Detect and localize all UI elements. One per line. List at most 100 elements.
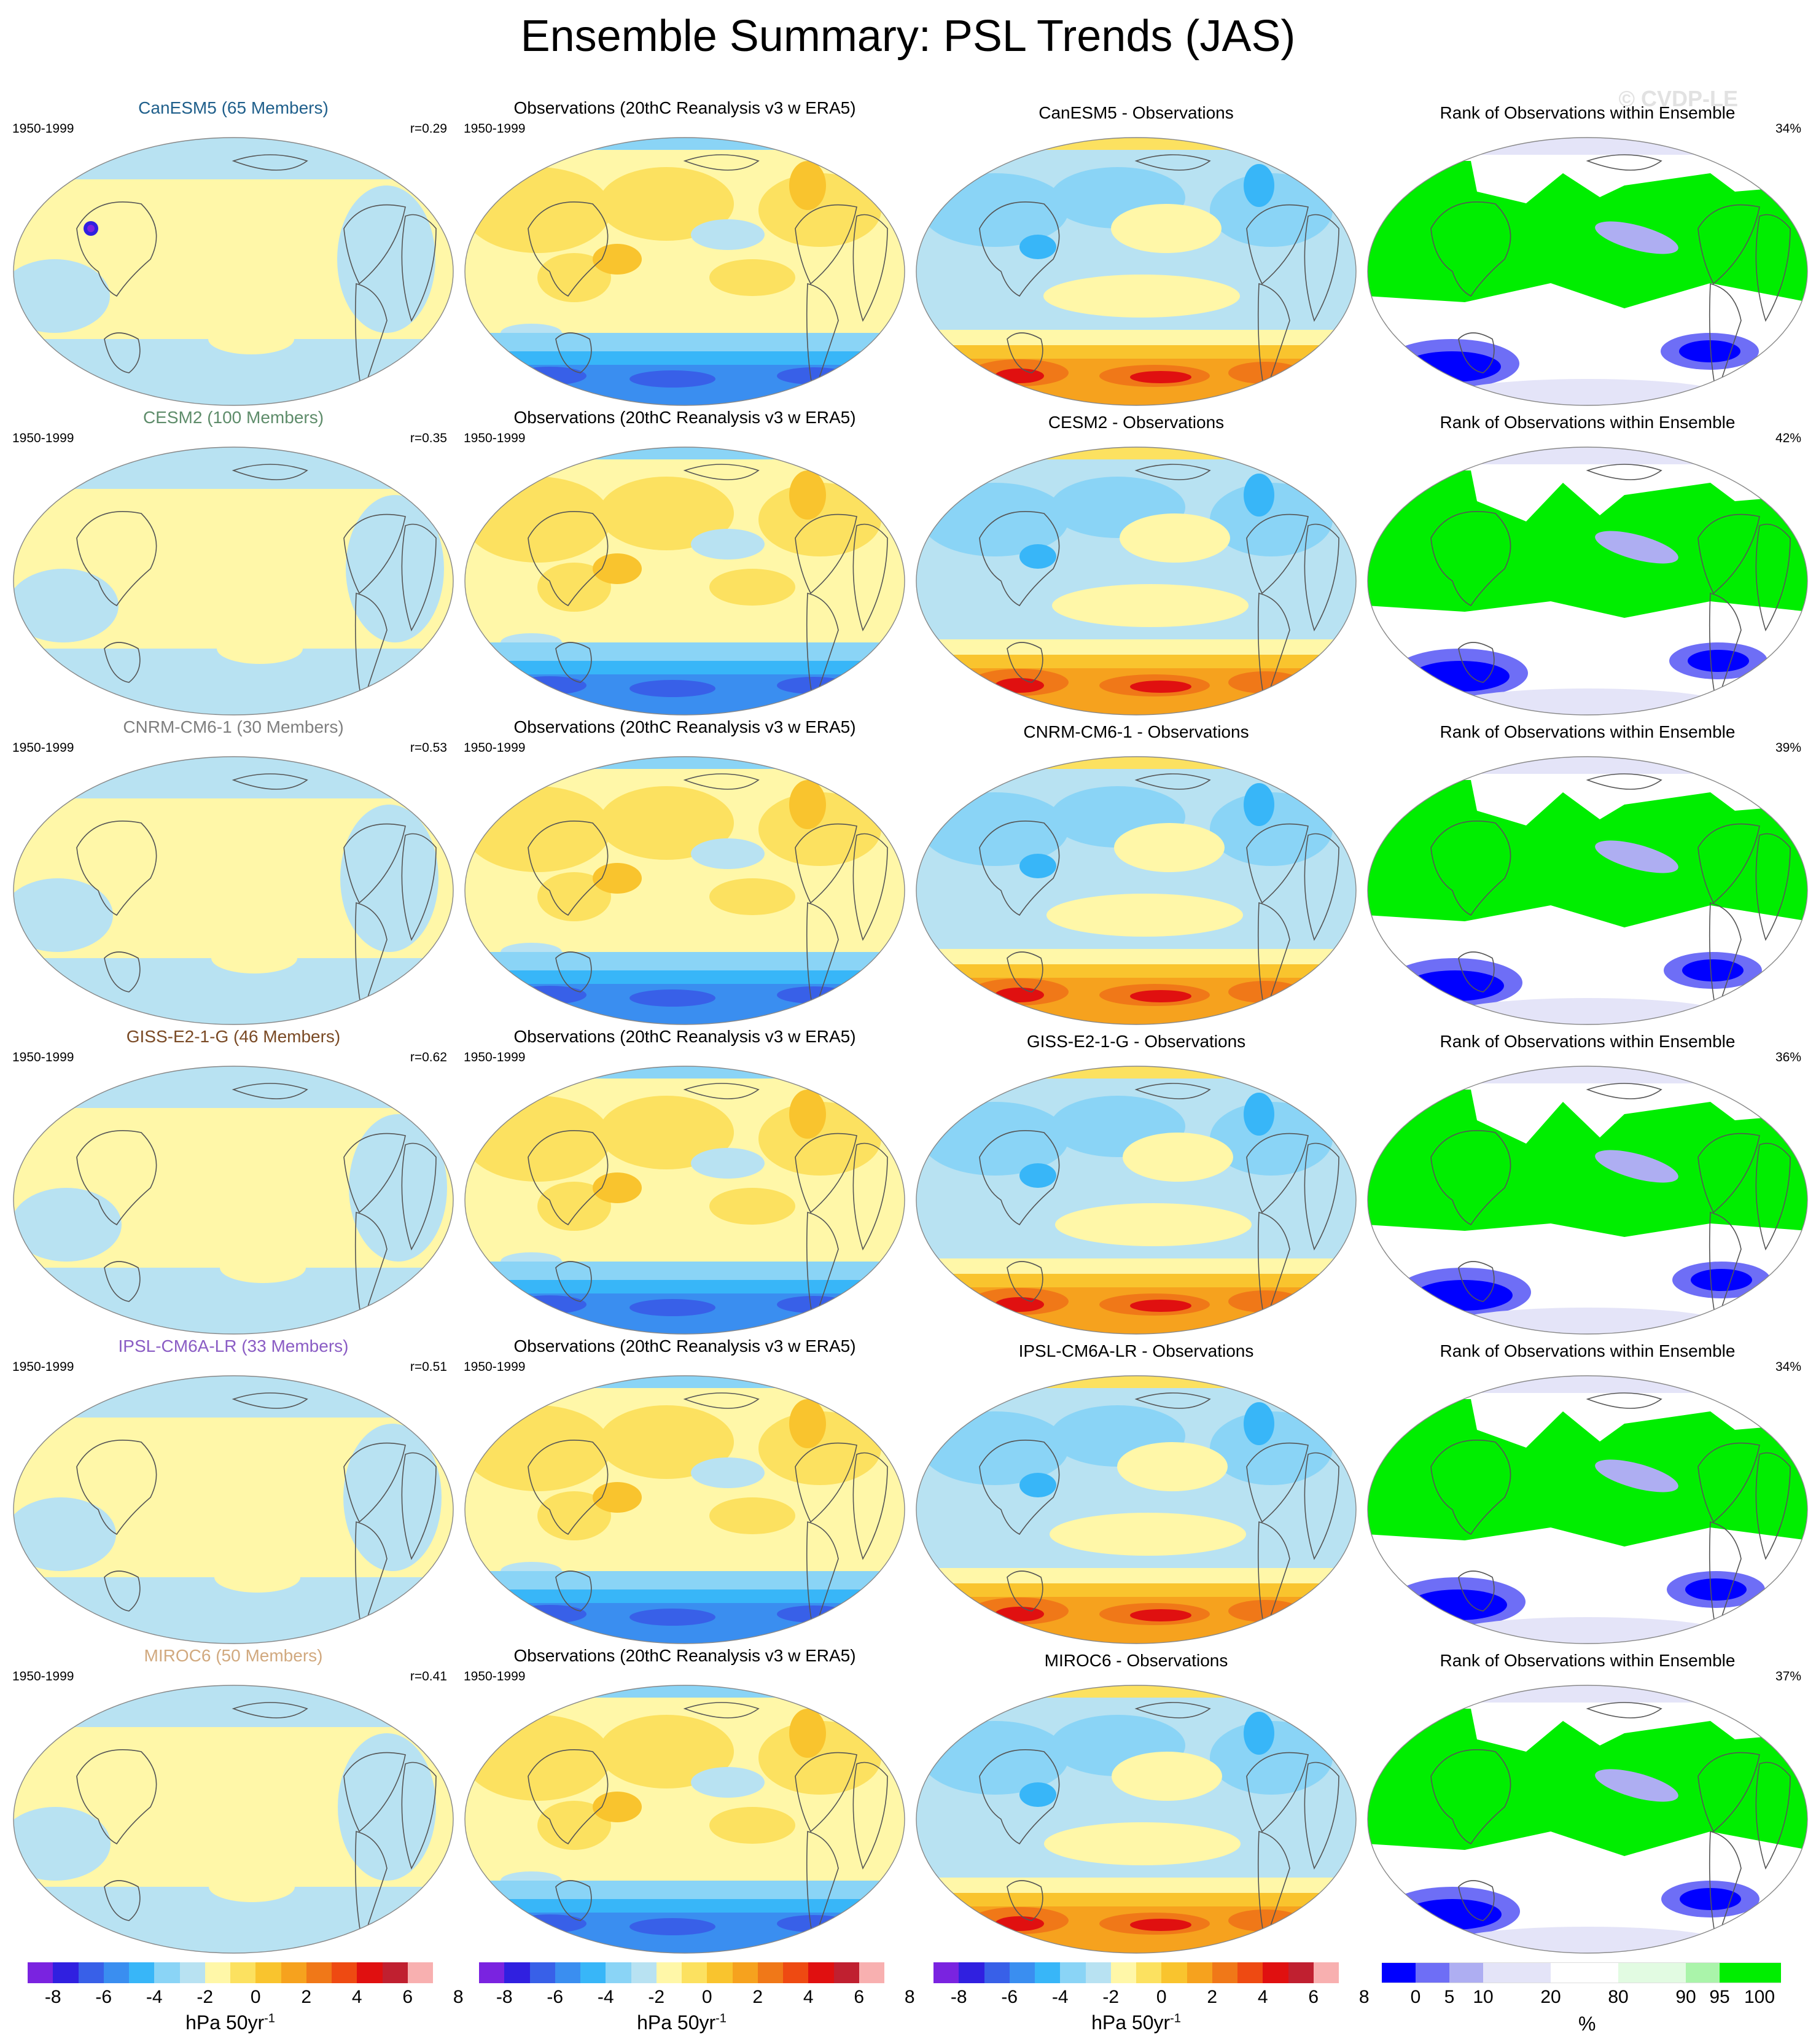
coastline <box>683 464 760 480</box>
colorbar-swatch <box>682 1962 707 1983</box>
panel-title: GISS-E2-1-G (46 Members) <box>126 1027 341 1046</box>
coastline <box>1007 642 1043 683</box>
map-shading <box>921 1721 1069 1795</box>
unit-text: hPa 50yr <box>185 2011 265 2034</box>
map-shading <box>777 986 851 1004</box>
colorbar-swatch <box>606 1962 631 1983</box>
colorbar-tick-label: 8 <box>453 1987 464 2007</box>
map-shading <box>1244 783 1274 826</box>
map-shading <box>340 805 438 952</box>
colorbar-tick-label: 20 <box>1540 1987 1561 2007</box>
map-obs <box>464 447 905 716</box>
map-shading <box>691 219 765 250</box>
panel-rank-3: Rank of Observations within Ensemble 36% <box>1360 1027 1815 1335</box>
map-shading <box>777 677 851 694</box>
coastline <box>1755 833 1791 941</box>
coastline <box>104 951 141 993</box>
map-shading <box>1685 1578 1747 1601</box>
colorbar-unit: hPa 50yr-1 <box>28 2011 433 2034</box>
map-shading <box>465 1405 611 1491</box>
map-shading <box>691 529 765 560</box>
map-shading <box>1130 681 1191 693</box>
map-shading <box>921 1102 1069 1176</box>
map-shading <box>1052 584 1249 627</box>
colorbar-tick-label: 4 <box>1257 1987 1268 2007</box>
map-shading <box>916 757 1356 769</box>
map-shading <box>537 1801 611 1850</box>
panel-title: CNRM-CM6-1 (30 Members) <box>123 717 344 736</box>
map-shading <box>593 1792 642 1822</box>
colorbar-tick-label: 0 <box>1410 1987 1421 2007</box>
map-shading <box>1595 1459 1678 1492</box>
colorbar-swatch <box>984 1962 1010 1983</box>
map-rank <box>1367 1685 1808 1954</box>
coastline <box>806 1830 839 1945</box>
map-shading <box>513 1914 586 1933</box>
coastline <box>1697 513 1760 595</box>
colorbar-swatch <box>281 1962 306 1983</box>
colorbar-swatch <box>555 1962 580 1983</box>
coastline <box>343 823 406 904</box>
coastline <box>528 821 609 916</box>
map-obs <box>464 756 905 1025</box>
coastline <box>1257 1830 1290 1945</box>
panel-rank-0: Rank of Observations within Ensemble 34% <box>1360 98 1815 406</box>
coastline <box>104 1261 141 1302</box>
colorbar-tick-label: -6 <box>1001 1987 1018 2007</box>
map-shading <box>1228 1290 1302 1313</box>
map-shading <box>1043 275 1240 318</box>
coastline <box>555 1261 592 1302</box>
panel-rank-4: Rank of Observations within Ensemble 34% <box>1360 1336 1815 1644</box>
map-shading <box>995 1916 1044 1931</box>
colorbar-swatch <box>1720 1962 1781 1983</box>
map-shading <box>465 1096 611 1182</box>
colorbar-tick-label: 100 <box>1744 1987 1775 2007</box>
map-shading <box>1044 1822 1241 1865</box>
map-shading <box>1368 848 1807 927</box>
map-shading <box>1595 1769 1678 1802</box>
panel-title: Observations (20thC Reanalysis v3 w ERA5… <box>513 1027 856 1046</box>
colorbar-swatch <box>783 1962 809 1983</box>
coastline <box>683 154 760 171</box>
colorbar-swatch <box>479 1962 505 1983</box>
coastline <box>1586 773 1662 790</box>
colorbar-swatch <box>103 1962 129 1983</box>
map-shading <box>208 324 294 354</box>
map-shading <box>537 253 611 302</box>
panel-model-2: CNRM-CM6-1 (30 Members) 1950-1999 r=0.53 <box>6 717 461 1025</box>
map-shading <box>1123 1133 1233 1182</box>
coastline <box>401 1452 437 1560</box>
colorbar-swatch <box>1416 1962 1449 1983</box>
map-shading <box>709 259 795 296</box>
coastline <box>979 821 1060 916</box>
panel-title: CESM2 - Observations <box>1048 413 1225 432</box>
colorbar-tick-label: 95 <box>1709 1987 1730 2007</box>
coastline <box>401 1142 437 1250</box>
map-shading <box>513 367 586 385</box>
colorbar-swatch <box>129 1962 155 1983</box>
map-shading <box>1595 840 1678 873</box>
panel-obs-3: Observations (20thC Reanalysis v3 w ERA5… <box>458 1027 912 1335</box>
coastline <box>1257 1521 1290 1635</box>
coastline <box>401 523 437 631</box>
coastline <box>401 833 437 941</box>
panel-title: IPSL-CM6A-LR (33 Members) <box>118 1336 349 1356</box>
map-outline <box>13 1066 454 1335</box>
panel-title: Observations (20thC Reanalysis v3 w ERA5… <box>513 408 856 427</box>
coastline <box>401 214 437 322</box>
pattern-correlation: r=0.51 <box>410 1360 447 1374</box>
coastline <box>555 1880 592 1921</box>
map-shading <box>921 173 1069 247</box>
map-shading <box>14 1188 122 1262</box>
rank-percent: 37% <box>1775 1669 1801 1683</box>
coastline <box>1586 154 1662 171</box>
coastline <box>1430 1130 1511 1226</box>
coastline <box>1257 283 1290 397</box>
period-label: 1950-1999 <box>464 1050 526 1064</box>
coastline <box>1755 523 1791 631</box>
trend-colorbar: -8 -6 -4 -2 0 2 4 6 8 hPa 50yr-1 <box>479 1962 915 2042</box>
coastline <box>1246 513 1309 595</box>
panel-model-5: MIROC6 (50 Members) 1950-1999 r=0.41 <box>6 1646 461 1954</box>
pattern-correlation: r=0.62 <box>410 1050 447 1064</box>
colorbar-swatch <box>382 1962 408 1983</box>
